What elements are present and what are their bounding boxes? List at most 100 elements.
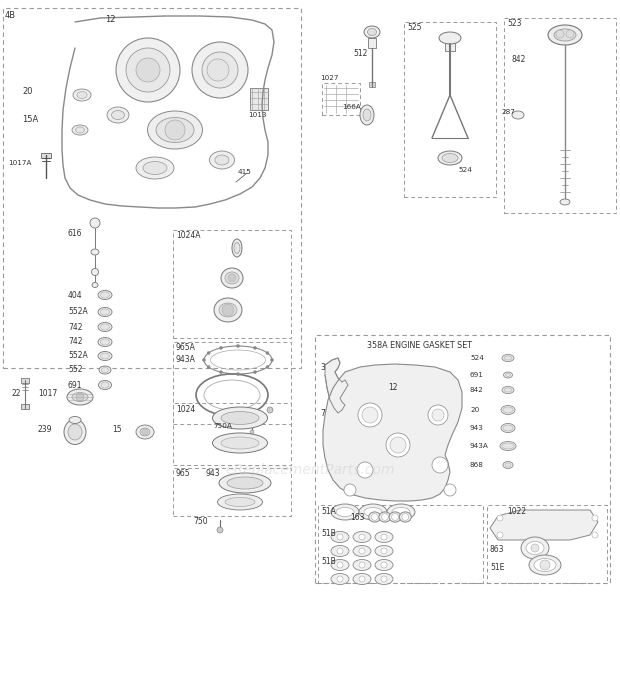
Circle shape: [556, 30, 564, 38]
Ellipse shape: [399, 512, 411, 522]
Text: 4B: 4B: [5, 10, 16, 19]
Circle shape: [444, 484, 456, 496]
Ellipse shape: [102, 367, 108, 373]
Circle shape: [207, 365, 210, 369]
Text: 287: 287: [501, 109, 515, 115]
Circle shape: [219, 346, 223, 349]
Text: 943A: 943A: [470, 443, 489, 449]
Ellipse shape: [101, 382, 109, 388]
Ellipse shape: [99, 380, 112, 389]
Text: 524: 524: [458, 167, 472, 173]
Bar: [3, 8, 301, 368]
Text: 22: 22: [12, 389, 22, 398]
Circle shape: [358, 403, 382, 427]
Circle shape: [531, 544, 539, 552]
Text: 965: 965: [176, 469, 190, 478]
Ellipse shape: [227, 477, 263, 489]
Text: 524: 524: [470, 355, 484, 361]
Bar: [318, 505, 483, 583]
Text: 51A: 51A: [321, 507, 336, 516]
Ellipse shape: [369, 512, 381, 522]
Ellipse shape: [353, 545, 371, 556]
Ellipse shape: [210, 151, 234, 169]
Ellipse shape: [100, 353, 110, 359]
Ellipse shape: [99, 366, 111, 374]
Ellipse shape: [359, 504, 387, 520]
Ellipse shape: [505, 374, 510, 376]
Circle shape: [219, 371, 223, 374]
Ellipse shape: [98, 322, 112, 331]
Ellipse shape: [548, 25, 582, 45]
Text: 1017: 1017: [38, 389, 57, 398]
Circle shape: [390, 437, 406, 453]
Circle shape: [392, 514, 399, 520]
Text: 163: 163: [350, 513, 365, 522]
Ellipse shape: [72, 392, 88, 401]
Text: 15: 15: [112, 426, 122, 435]
Circle shape: [359, 562, 365, 568]
Ellipse shape: [221, 268, 243, 288]
Ellipse shape: [76, 127, 84, 133]
Ellipse shape: [375, 559, 393, 570]
Ellipse shape: [214, 298, 242, 322]
Ellipse shape: [136, 157, 174, 179]
Ellipse shape: [501, 423, 515, 432]
Bar: [487, 505, 607, 583]
Text: 239: 239: [38, 426, 53, 435]
Ellipse shape: [331, 504, 359, 520]
Text: 616: 616: [68, 229, 82, 238]
Circle shape: [362, 407, 378, 423]
Ellipse shape: [100, 324, 110, 330]
Ellipse shape: [526, 541, 544, 554]
Ellipse shape: [232, 239, 242, 257]
Bar: [368, 38, 376, 48]
Bar: [173, 342, 291, 424]
Circle shape: [497, 515, 503, 521]
Circle shape: [381, 562, 387, 568]
Text: 943A: 943A: [176, 356, 196, 365]
Text: 7: 7: [320, 408, 325, 417]
Ellipse shape: [336, 507, 354, 516]
Ellipse shape: [501, 405, 515, 414]
Text: 512: 512: [353, 49, 368, 58]
Ellipse shape: [512, 111, 524, 119]
Circle shape: [267, 407, 273, 413]
Text: 12: 12: [388, 383, 397, 392]
Text: 1017A: 1017A: [8, 160, 32, 166]
Circle shape: [207, 351, 210, 355]
Text: 1013: 1013: [248, 112, 267, 118]
Text: 166A: 166A: [342, 104, 361, 110]
Circle shape: [402, 514, 409, 520]
Circle shape: [592, 532, 598, 538]
Ellipse shape: [529, 555, 561, 575]
Bar: [404, 22, 496, 197]
Circle shape: [337, 562, 343, 568]
Circle shape: [566, 30, 574, 38]
Ellipse shape: [100, 339, 110, 345]
Ellipse shape: [77, 91, 87, 98]
Circle shape: [359, 534, 365, 540]
Text: 868: 868: [470, 462, 484, 468]
Circle shape: [344, 484, 356, 496]
Text: eReplacementParts.com: eReplacementParts.com: [225, 463, 395, 477]
Polygon shape: [323, 364, 462, 501]
Bar: [322, 83, 360, 115]
Ellipse shape: [219, 303, 237, 317]
Circle shape: [266, 351, 269, 355]
Circle shape: [359, 548, 365, 554]
Text: 863: 863: [490, 545, 505, 554]
Ellipse shape: [554, 29, 576, 41]
Circle shape: [337, 534, 343, 540]
Bar: [369, 82, 375, 87]
Ellipse shape: [67, 389, 93, 405]
Ellipse shape: [389, 512, 401, 522]
Ellipse shape: [72, 125, 88, 135]
Ellipse shape: [353, 532, 371, 543]
Text: 1027: 1027: [320, 75, 339, 81]
Circle shape: [337, 548, 343, 554]
Ellipse shape: [360, 105, 374, 125]
Text: 842: 842: [512, 55, 526, 64]
Ellipse shape: [503, 372, 513, 378]
Ellipse shape: [375, 574, 393, 584]
Ellipse shape: [68, 424, 82, 440]
